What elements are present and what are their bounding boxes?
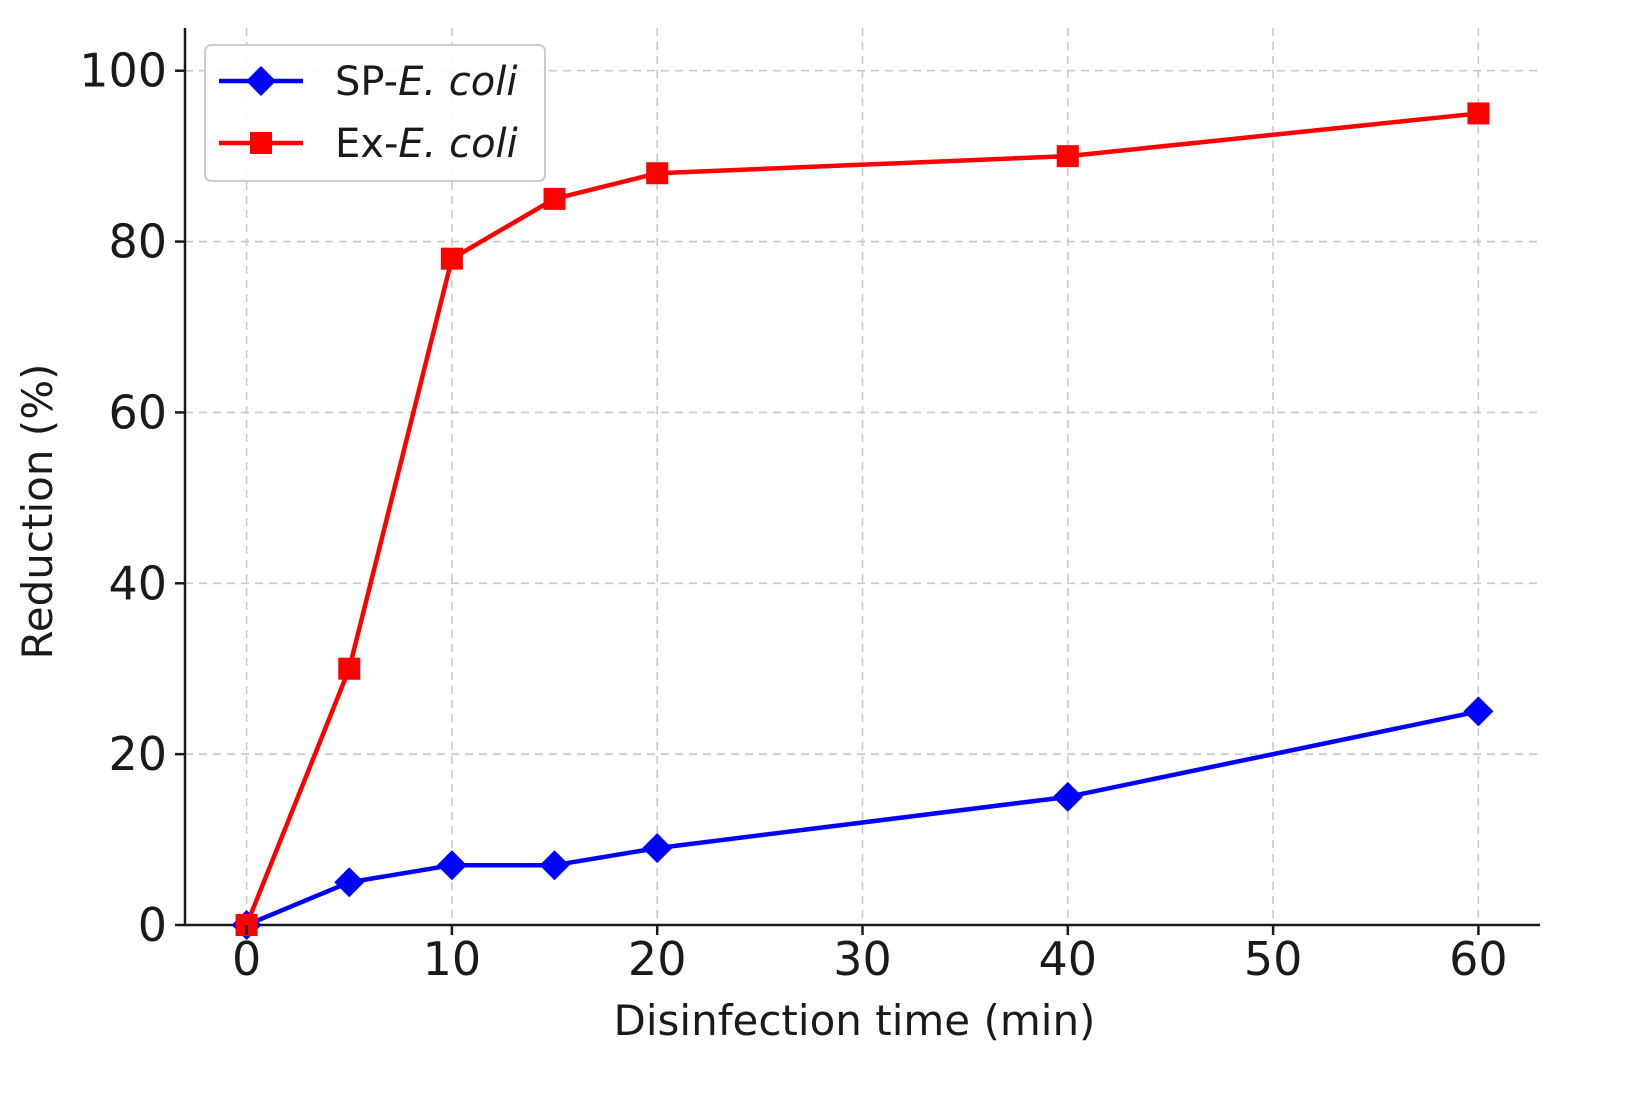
x-tick-label: 30 (833, 932, 892, 986)
legend-label-prefix: Ex- (335, 121, 398, 167)
legend-marker-diamond (246, 66, 276, 96)
data-point-square (543, 187, 566, 210)
data-point-square (1467, 102, 1490, 125)
x-tick-label: 0 (232, 932, 261, 986)
legend-label-species: E. coli (398, 59, 517, 105)
data-point-square (440, 247, 463, 270)
y-tick-label: 20 (108, 727, 167, 781)
data-point-square (1056, 145, 1079, 168)
data-point-square (338, 657, 361, 680)
legend-label-species: E. coli (398, 121, 517, 167)
x-tick-label: 10 (423, 932, 482, 986)
x-tick-label: 40 (1039, 932, 1098, 986)
x-tick-label: 20 (628, 932, 687, 986)
data-point-diamond (642, 833, 673, 864)
data-point-diamond (334, 867, 365, 898)
legend-label: Ex-E. coli (335, 121, 518, 167)
y-axis-title: Reduction (%) (13, 364, 62, 660)
data-point-diamond (1052, 781, 1083, 812)
legend-label-prefix: SP- (335, 59, 398, 105)
data-point-diamond (436, 850, 467, 881)
legend-item: Ex-E. coli (219, 121, 518, 167)
legend-label: SP-E. coli (335, 59, 517, 105)
data-point-square (646, 162, 669, 185)
y-tick-label: 80 (108, 215, 167, 269)
tick-labels: 0 10 20 30 40 50 60 0 20 40 60 80 100 (79, 44, 1507, 986)
legend-item: SP-E. coli (219, 59, 517, 105)
y-tick-label: 100 (79, 44, 167, 98)
grid (185, 28, 1540, 925)
data-point-diamond (1463, 696, 1494, 727)
legend-marker-square (250, 132, 272, 154)
x-axis-title: Disinfection time (min) (614, 996, 1096, 1045)
series-ex-e-coli (235, 102, 1490, 936)
x-tick-label: 50 (1244, 932, 1303, 986)
y-tick-label: 0 (138, 898, 167, 952)
y-tick-label: 40 (108, 556, 167, 610)
data-point-diamond (539, 850, 570, 881)
y-tick-label: 60 (108, 385, 167, 439)
x-tick-label: 60 (1449, 932, 1508, 986)
